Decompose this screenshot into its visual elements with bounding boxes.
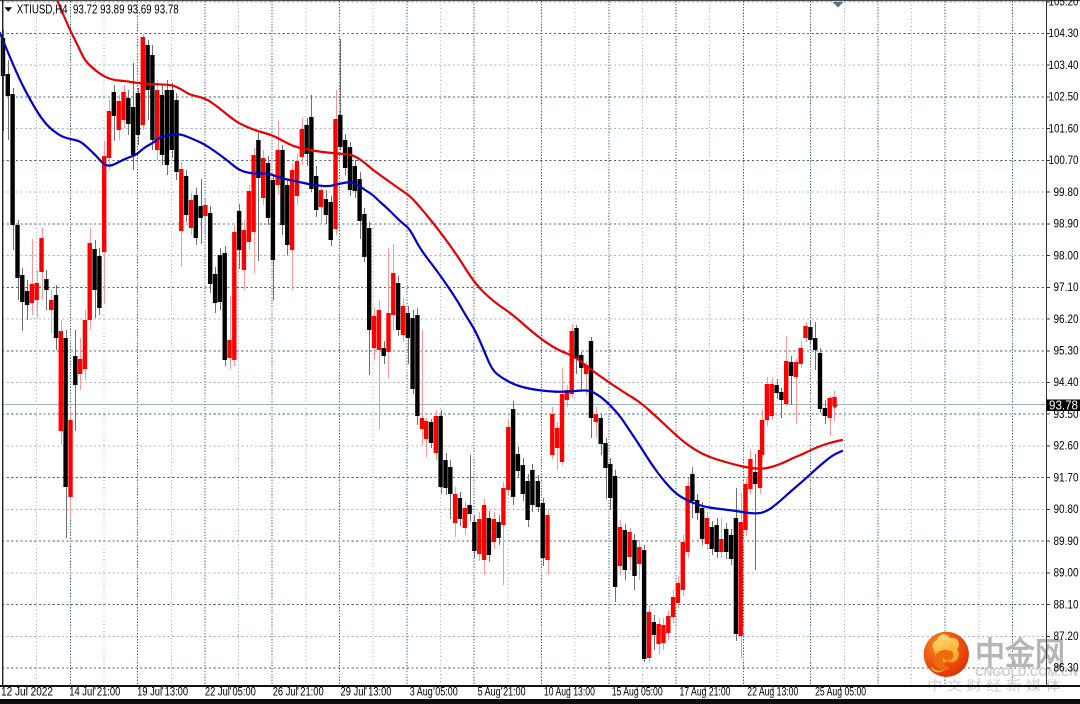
svg-text:99.80: 99.80 <box>1054 187 1079 199</box>
svg-text:中金网: 中金网 <box>975 636 1065 672</box>
svg-text:98.00: 98.00 <box>1054 250 1079 262</box>
svg-text:101.60: 101.60 <box>1049 123 1079 135</box>
svg-text:5 Aug 21:00: 5 Aug 21:00 <box>478 687 526 699</box>
svg-text:105.20: 105.20 <box>1049 0 1079 9</box>
svg-text:102.50: 102.50 <box>1049 92 1079 104</box>
svg-text:89.00: 89.00 <box>1054 568 1079 580</box>
svg-text:94.40: 94.40 <box>1054 377 1079 389</box>
svg-text:89.90: 89.90 <box>1054 536 1079 548</box>
svg-text:90.80: 90.80 <box>1054 504 1079 516</box>
svg-text:104.30: 104.30 <box>1049 28 1079 40</box>
svg-text:98.90: 98.90 <box>1054 219 1079 231</box>
svg-text:10 Aug 13:00: 10 Aug 13:00 <box>544 687 595 699</box>
svg-text:19 Jul 13:00: 19 Jul 13:00 <box>137 687 188 699</box>
svg-text:17 Aug 21:00: 17 Aug 21:00 <box>680 687 731 699</box>
svg-text:CNGOLD.COM.CN: CNGOLD.COM.CN <box>975 665 1078 679</box>
svg-text:14 Jul 21:00: 14 Jul 21:00 <box>69 687 120 699</box>
svg-text:95.30: 95.30 <box>1054 346 1079 358</box>
svg-text:96.20: 96.20 <box>1054 314 1079 326</box>
svg-text:103.40: 103.40 <box>1049 60 1079 72</box>
svg-text:93.50: 93.50 <box>1054 409 1079 421</box>
svg-text:26 Jul 21:00: 26 Jul 21:00 <box>273 687 324 699</box>
svg-text:88.10: 88.10 <box>1054 599 1079 611</box>
svg-text:15 Aug 05:00: 15 Aug 05:00 <box>612 687 663 699</box>
svg-text:3 Aug 05:00: 3 Aug 05:00 <box>410 687 458 699</box>
svg-text:25 Aug 05:00: 25 Aug 05:00 <box>815 687 866 699</box>
svg-text:93.78: 93.78 <box>1049 398 1078 412</box>
svg-text:22 Aug 13:00: 22 Aug 13:00 <box>747 687 798 699</box>
svg-text:29 Jul 13:00: 29 Jul 13:00 <box>341 687 392 699</box>
svg-text:91.70: 91.70 <box>1054 472 1079 484</box>
svg-text:97.10: 97.10 <box>1054 282 1079 294</box>
svg-text:86.30: 86.30 <box>1054 663 1079 675</box>
svg-text:XTIUSD,H4 93.72 93.89 93.69 9: XTIUSD,H4 93.72 93.89 93.69 93.78 <box>17 2 179 17</box>
svg-text:22 Jul 05:00: 22 Jul 05:00 <box>205 687 256 699</box>
svg-text:12 Jul 2022: 12 Jul 2022 <box>1 687 53 699</box>
svg-text:92.60: 92.60 <box>1054 441 1079 453</box>
svg-text:100.70: 100.70 <box>1049 155 1079 167</box>
svg-text:87.20: 87.20 <box>1054 631 1079 643</box>
